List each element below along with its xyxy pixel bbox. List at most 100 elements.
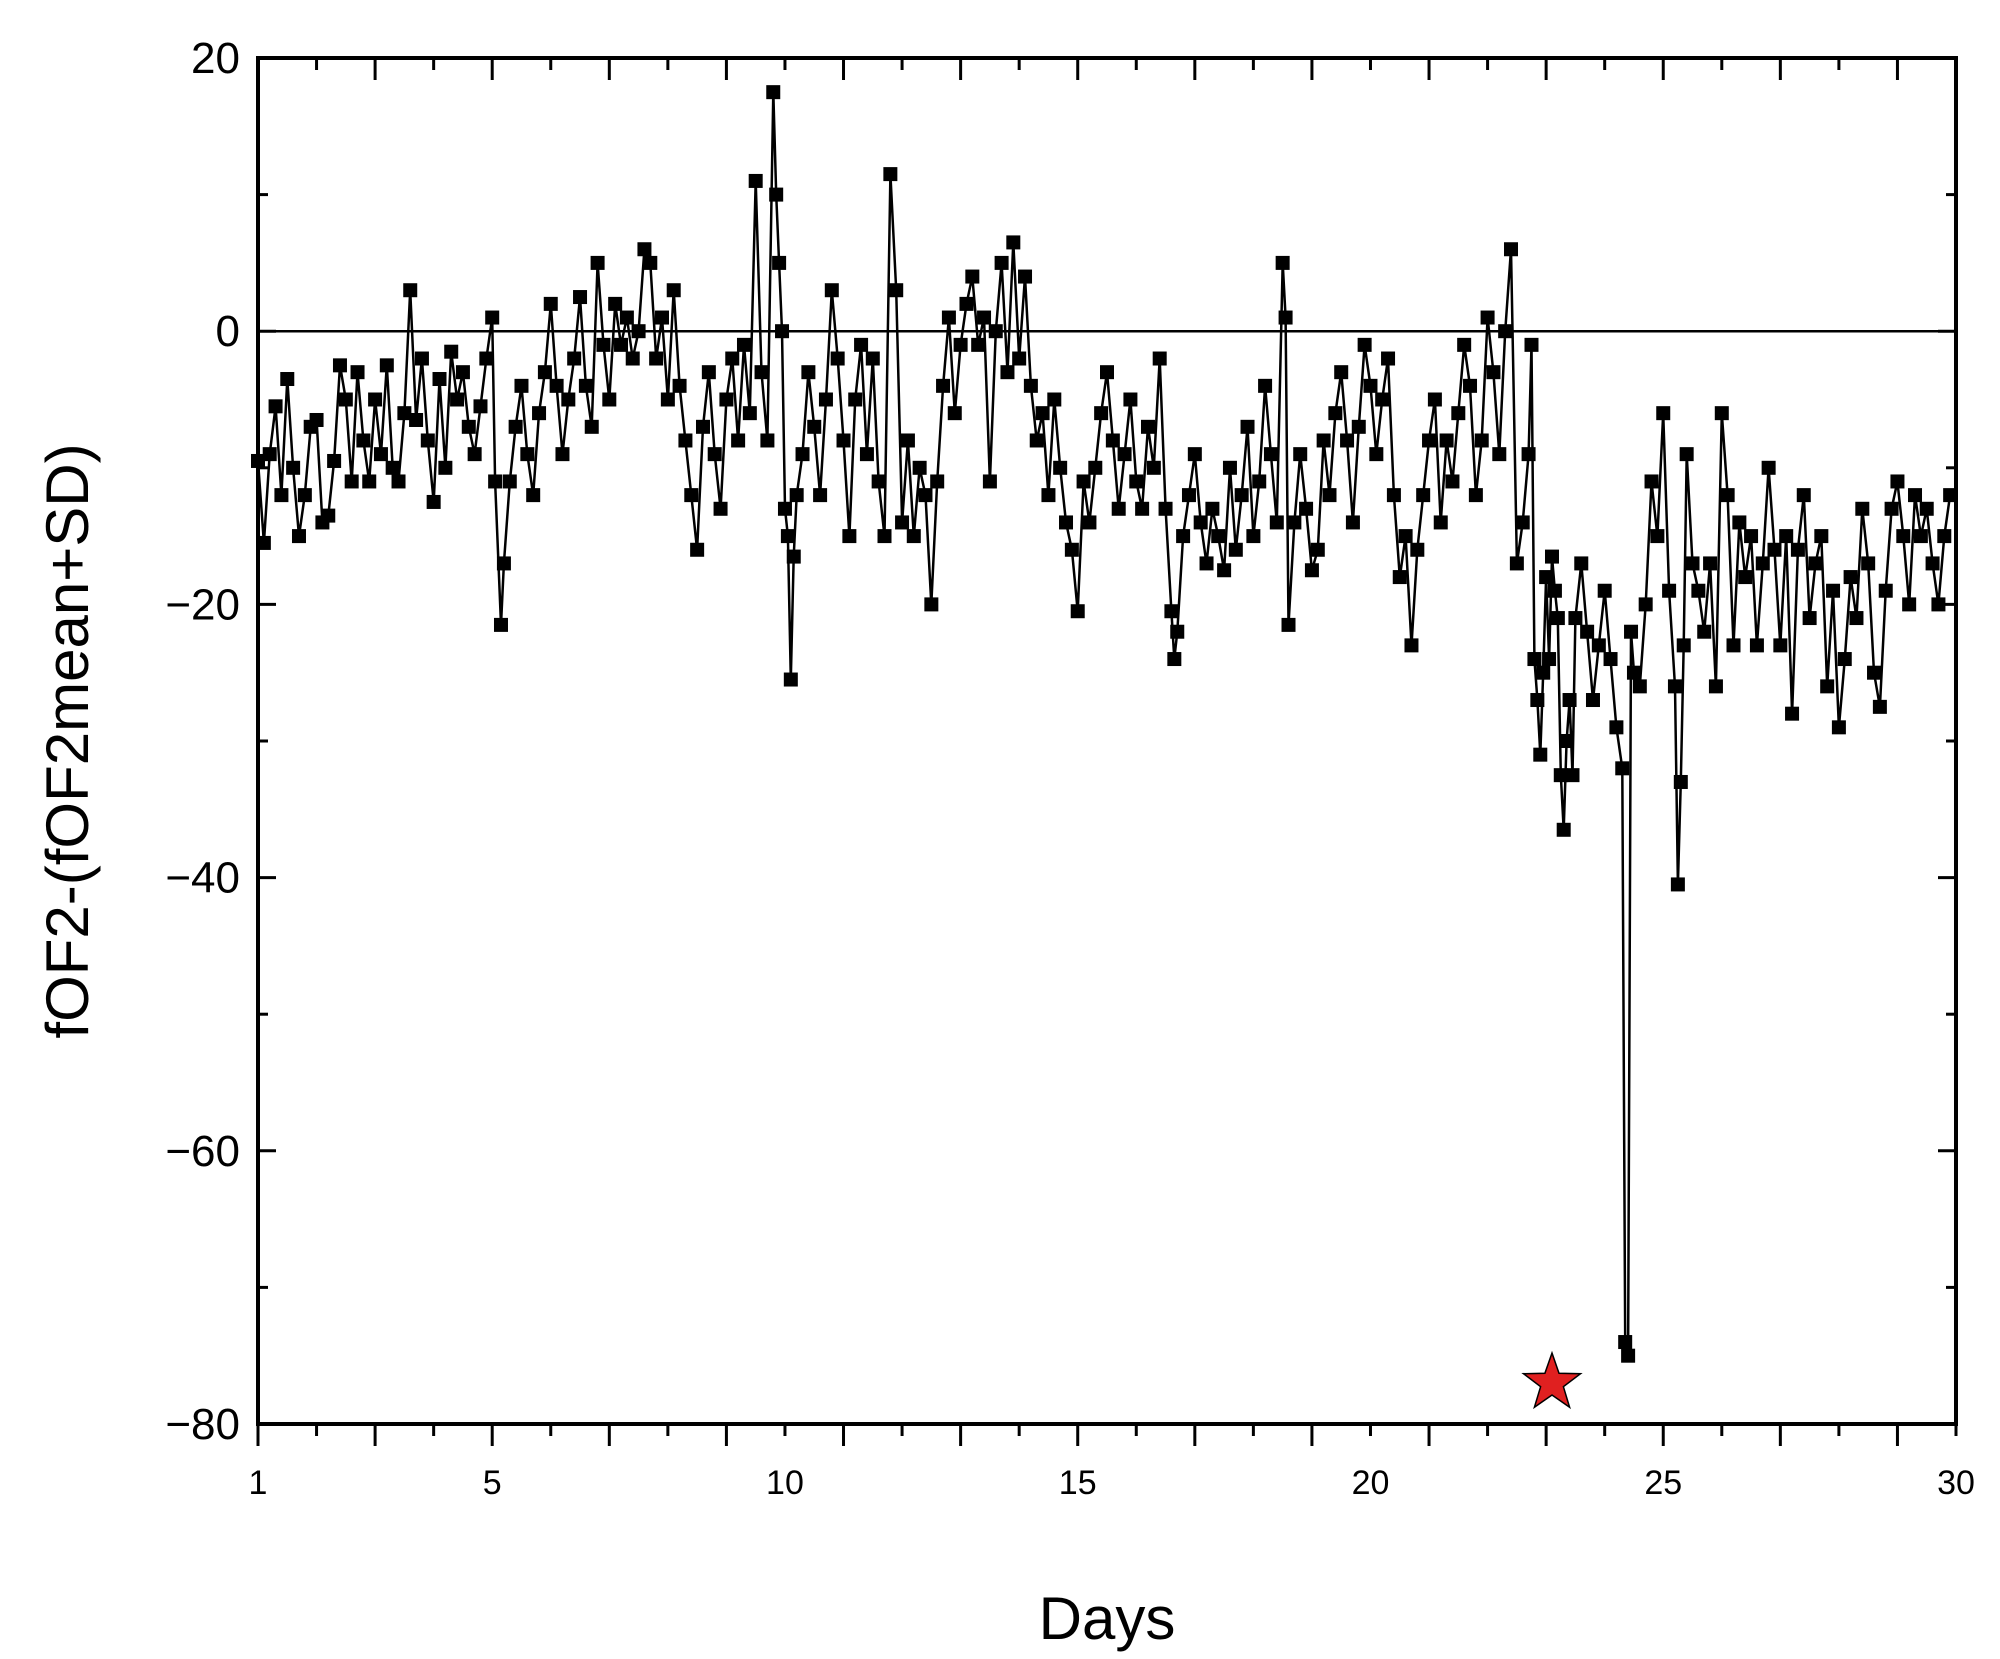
data-point <box>414 351 429 366</box>
data-point <box>520 447 535 462</box>
data-point <box>1252 474 1267 489</box>
data-point <box>1094 406 1109 421</box>
data-point <box>1550 611 1565 626</box>
data-point <box>1135 501 1150 516</box>
data-point <box>338 392 353 407</box>
data-point <box>836 433 851 448</box>
data-point <box>1624 624 1639 639</box>
data-point <box>1310 542 1325 557</box>
data-point <box>1205 501 1220 516</box>
data-point <box>1650 529 1665 544</box>
data-point <box>769 187 784 202</box>
data-point <box>1902 597 1917 612</box>
data-point <box>1591 638 1606 653</box>
data-point <box>1351 419 1366 434</box>
data-point <box>455 365 470 380</box>
data-point <box>1217 563 1232 578</box>
data-point <box>795 447 810 462</box>
data-point <box>514 378 529 393</box>
data-point <box>783 672 798 687</box>
y-axis-title: fOF2-(fOF2mean+SD) <box>34 443 101 1038</box>
data-point <box>1890 474 1905 489</box>
data-point <box>1281 617 1296 632</box>
data-point <box>1855 501 1870 516</box>
data-point <box>1547 583 1562 598</box>
data-point <box>977 310 992 325</box>
data-point <box>1187 447 1202 462</box>
x-tick-label: 30 <box>1937 1464 1975 1502</box>
tick-group: 200−20−40−60−801 5 10 15 20 25 30 <box>165 34 1975 1502</box>
data-point <box>1618 1335 1633 1350</box>
data-point <box>1222 460 1237 475</box>
data-point <box>895 515 910 530</box>
data-point <box>1925 556 1940 571</box>
data-point <box>373 447 388 462</box>
data-point <box>555 447 570 462</box>
data-point <box>649 351 664 366</box>
data-point <box>690 542 705 557</box>
data-point <box>936 378 951 393</box>
data-point <box>701 365 716 380</box>
data-point <box>871 474 886 489</box>
data-point <box>344 474 359 489</box>
data-point <box>1404 638 1419 653</box>
data-point <box>924 597 939 612</box>
data-point <box>1193 515 1208 530</box>
data-point <box>1398 529 1413 544</box>
data-point <box>1012 351 1027 366</box>
data-point <box>777 501 792 516</box>
y-tick-label: −80 <box>165 1400 240 1449</box>
data-point <box>631 324 646 339</box>
data-point <box>801 365 816 380</box>
data-point <box>1559 734 1574 748</box>
data-point <box>1556 822 1571 837</box>
data-point <box>473 399 488 414</box>
data-point <box>1796 488 1811 503</box>
data-point <box>549 378 564 393</box>
data-point <box>807 419 822 434</box>
data-point <box>1345 515 1360 530</box>
data-point <box>719 392 734 407</box>
data-point <box>397 406 412 421</box>
data-point <box>672 378 687 393</box>
data-point <box>526 488 541 503</box>
data-point <box>1111 501 1126 516</box>
data-point <box>1199 556 1214 571</box>
data-point <box>561 392 576 407</box>
data-point <box>1269 515 1284 530</box>
data-point <box>1872 699 1887 714</box>
data-point <box>493 617 508 632</box>
data-point <box>1533 747 1548 762</box>
data-point <box>1585 693 1600 708</box>
data-point <box>268 399 283 414</box>
data-point <box>865 351 880 366</box>
data-point <box>1334 365 1349 380</box>
data-point <box>1041 488 1056 503</box>
data-point <box>754 365 769 380</box>
data-point <box>1524 337 1539 352</box>
data-point <box>1392 570 1407 585</box>
data-point <box>1105 433 1120 448</box>
data-point <box>731 433 746 448</box>
data-point <box>1837 652 1852 667</box>
data-point <box>1152 351 1167 366</box>
data-point <box>444 344 459 359</box>
data-point <box>1386 488 1401 503</box>
data-point <box>1234 488 1249 503</box>
data-point <box>684 488 699 503</box>
data-point <box>1123 392 1138 407</box>
data-point <box>1278 310 1293 325</box>
data-point <box>291 529 306 544</box>
data-point <box>971 337 986 352</box>
data-point <box>1088 460 1103 475</box>
plot-frame <box>256 56 1958 1426</box>
data-point <box>461 419 476 434</box>
x-tick-label: 15 <box>1059 1464 1097 1502</box>
x-tick-label: 10 <box>766 1464 804 1502</box>
data-point <box>1275 255 1290 270</box>
data-point <box>1562 693 1577 708</box>
data-point <box>280 372 295 387</box>
data-point <box>590 255 605 270</box>
data-point <box>1808 556 1823 571</box>
